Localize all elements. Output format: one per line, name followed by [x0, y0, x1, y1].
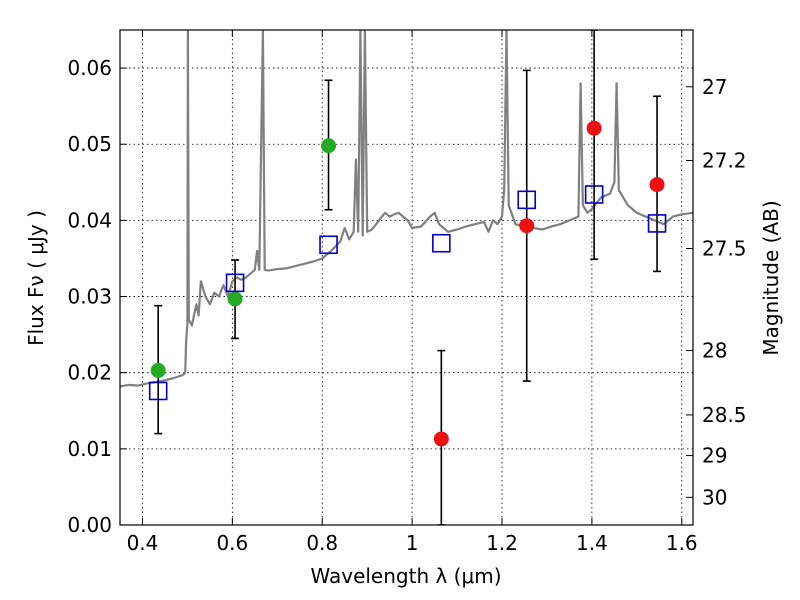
data-point-green [227, 291, 243, 307]
x-tick-label: 1.4 [576, 531, 608, 555]
model-point-square [432, 233, 451, 253]
y2-tick-label: 28.5 [702, 403, 747, 427]
data-points-layer [148, 30, 667, 525]
y-tick-label: 0.05 [67, 132, 112, 156]
y-tick-label: 0.01 [67, 437, 112, 461]
model-point-square [584, 185, 604, 204]
model-point-square [647, 214, 667, 233]
plot-background [120, 30, 693, 525]
x-tick-label: 0.6 [216, 531, 248, 555]
y-tick-label: 0.00 [67, 513, 112, 537]
x-tick-label: 1 [406, 531, 419, 555]
model-point-square [225, 273, 245, 293]
y-tick-label: 0.04 [67, 208, 112, 232]
x-tick-label: 0.8 [306, 531, 338, 555]
data-point-red [519, 218, 535, 234]
y2-tick-label: 27.5 [702, 237, 747, 261]
y-axis-label: Flux Fν ( μJy ) [24, 210, 48, 346]
data-point-red [649, 177, 665, 193]
y-tick-label: 0.02 [67, 361, 112, 385]
spectrum-layer [120, 30, 693, 388]
data-point-red [586, 120, 602, 136]
model-point-square [319, 235, 338, 255]
y2-tick-label: 27.2 [702, 149, 747, 173]
y2-tick-label: 28 [702, 339, 727, 363]
model-point-square [148, 381, 168, 401]
x-axis-label: Wavelength λ (μm) [310, 564, 501, 588]
x-tick-label: 0.4 [127, 531, 159, 555]
y2-tick-label: 30 [702, 485, 727, 509]
data-point-green [321, 138, 337, 154]
y2-tick-label: 27 [702, 75, 727, 99]
data-point-red [433, 431, 449, 447]
data-point-green [150, 362, 166, 378]
y-tick-label: 0.03 [67, 285, 112, 309]
y2-tick-label: 29 [702, 444, 727, 468]
y-tick-label: 0.06 [67, 56, 112, 80]
ticks: 0.4 0.6 0.8 1 1.2 1.4 1.6 0.00 0.01 0.02 0.03 0.04 0… [67, 30, 747, 555]
x-tick-label: 1.6 [666, 531, 698, 555]
x-tick-label: 1.2 [486, 531, 518, 555]
plot-frame [119, 29, 694, 526]
model-point-square [517, 190, 537, 210]
spectrum-line [120, 30, 693, 388]
y2-axis-label: Magnitude (AB) [759, 200, 783, 355]
